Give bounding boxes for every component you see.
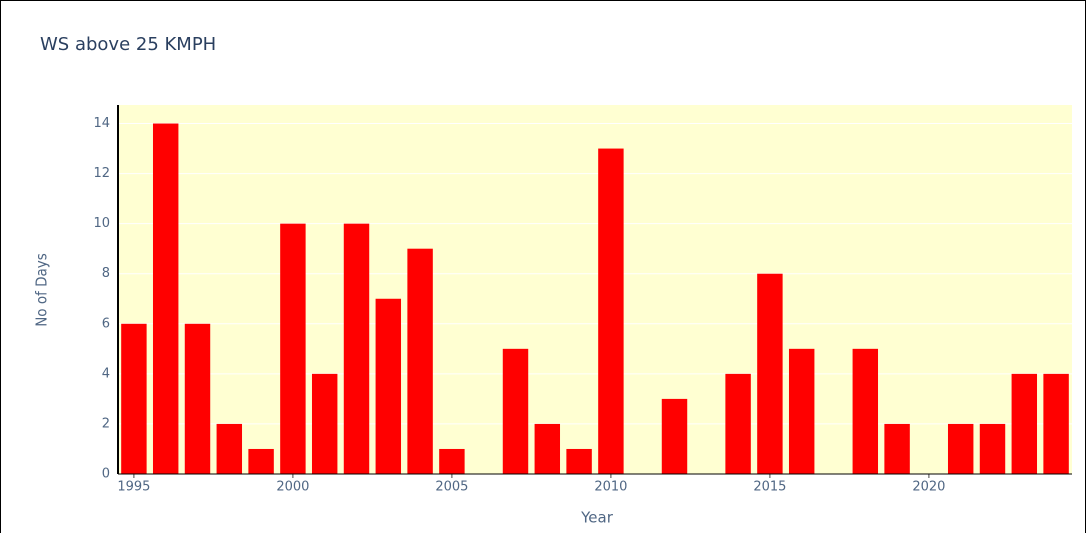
bar — [788, 348, 815, 474]
bar — [152, 123, 179, 475]
bar — [439, 448, 465, 474]
bar — [1011, 373, 1038, 474]
x-axis-label: Year — [580, 509, 614, 527]
bar — [248, 448, 274, 474]
plot-background — [118, 105, 1072, 474]
bar — [184, 323, 211, 474]
x-tick-label: 2020 — [912, 480, 945, 495]
y-tick-label: 4 — [102, 366, 110, 381]
chart-title: WS above 25 KMPH — [40, 34, 216, 55]
bar — [661, 398, 688, 474]
bar — [311, 373, 338, 474]
bar — [598, 148, 624, 474]
bar — [1043, 373, 1069, 474]
bar — [407, 248, 433, 474]
y-tick-label: 12 — [93, 166, 110, 181]
x-tick-label: 1995 — [117, 480, 150, 495]
bar — [725, 373, 751, 474]
bar — [375, 298, 402, 474]
bar — [121, 323, 147, 474]
y-axis-label: No of Days — [33, 253, 51, 327]
bar — [566, 448, 592, 474]
y-tick-label: 14 — [93, 116, 110, 131]
y-tick-label: 6 — [102, 316, 110, 331]
x-tick-label: 2015 — [753, 480, 786, 495]
x-tick-label: 2000 — [276, 480, 309, 495]
y-tick-label: 2 — [102, 416, 110, 431]
y-tick-label: 10 — [93, 216, 110, 231]
bar — [502, 348, 529, 474]
bar — [884, 423, 910, 474]
bar — [216, 423, 243, 474]
y-tick-label: 8 — [102, 266, 110, 281]
x-tick-label: 2005 — [435, 480, 468, 495]
y-tick-label: 0 — [102, 467, 110, 482]
bar — [343, 223, 370, 474]
bar — [280, 223, 306, 474]
bar — [757, 273, 783, 474]
bar — [947, 423, 974, 474]
x-tick-label: 2010 — [594, 480, 627, 495]
bar — [852, 348, 879, 474]
bar — [979, 423, 1006, 474]
bar — [534, 423, 561, 474]
